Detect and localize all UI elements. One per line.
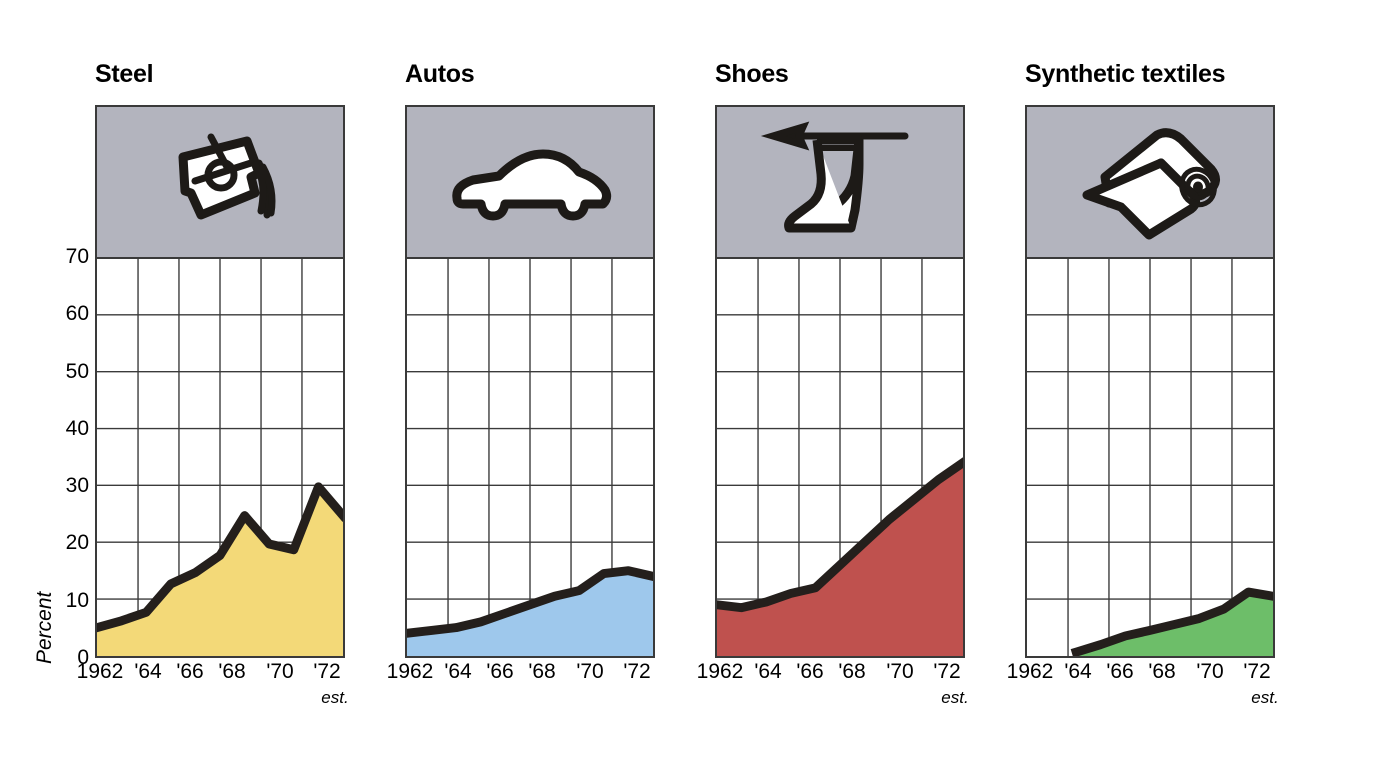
fabric-roll-icon xyxy=(1027,107,1273,259)
panel-title-steel: Steel xyxy=(95,60,154,88)
xtick-66: '66 xyxy=(486,660,514,683)
steel-ladle-icon xyxy=(97,107,343,259)
panel-autos: Autos xyxy=(387,60,655,720)
xtick-70: '70 xyxy=(266,660,294,683)
xtick-1962: 1962 xyxy=(1006,660,1054,683)
ytick-0: 0 xyxy=(77,646,89,669)
xtick-66: '66 xyxy=(176,660,204,683)
panel-title-shoes: Shoes xyxy=(715,60,789,88)
panel-synthetic-textiles: Synthetic textiles xyxy=(1007,60,1279,720)
y-axis-ticks-steel: 70 60 50 40 30 20 10 0 xyxy=(43,105,89,669)
ytick-10: 10 xyxy=(65,588,89,612)
panel-shoes: Shoes xyxy=(697,60,969,720)
xtick-72: '72 xyxy=(623,660,651,683)
xtick-70: '70 xyxy=(576,660,604,683)
boot-icon xyxy=(717,107,963,259)
xtick-70: '70 xyxy=(886,660,914,683)
plot-box-synthetic-textiles xyxy=(1025,105,1275,658)
xtick-64: '64 xyxy=(1064,660,1092,683)
plot-box-autos xyxy=(405,105,655,658)
est-note-steel: est. xyxy=(321,688,349,707)
xtick-68: '68 xyxy=(528,660,556,683)
xtick-64: '64 xyxy=(754,660,782,683)
x-axis-ticks-steel: 1962 '64 '66 '68 '70 '72 xyxy=(77,660,345,690)
xtick-1962: 1962 xyxy=(696,660,744,683)
xtick-66: '66 xyxy=(796,660,824,683)
ytick-40: 40 xyxy=(65,416,89,440)
xtick-72: '72 xyxy=(313,660,341,683)
plot-area-steel xyxy=(97,257,343,656)
plot-box-shoes xyxy=(715,105,965,658)
x-axis-ticks-shoes: 1962 '64 '66 '68 '70 '72 xyxy=(697,660,965,690)
xtick-70: '70 xyxy=(1196,660,1224,683)
ytick-70: 70 xyxy=(65,245,89,268)
xtick-1962: 1962 xyxy=(76,660,124,683)
header-band-shoes xyxy=(717,107,963,259)
panel-title-autos: Autos xyxy=(405,60,475,88)
est-note-shoes: est. xyxy=(941,688,969,707)
plot-box-steel xyxy=(95,105,345,658)
car-icon xyxy=(407,107,653,259)
panel-title-synthetic-textiles: Synthetic textiles xyxy=(1025,60,1226,88)
plot-area-synthetic-textiles xyxy=(1027,257,1273,656)
xtick-72: '72 xyxy=(933,660,961,683)
xtick-1962: 1962 xyxy=(386,660,434,683)
panel-steel: Steel xyxy=(33,60,349,720)
plot-area-shoes xyxy=(717,257,963,656)
x-axis-ticks-synthetic-textiles: 1962 '64 '66 '68 '70 '72 xyxy=(1007,660,1275,690)
x-axis-ticks-autos: 1962 '64 '66 '68 '70 '72 xyxy=(387,660,655,690)
y-axis-title: Percent xyxy=(33,591,56,664)
est-note-synthetic-textiles: est. xyxy=(1251,688,1279,707)
ytick-50: 50 xyxy=(65,359,89,383)
xtick-68: '68 xyxy=(1148,660,1176,683)
xtick-64: '64 xyxy=(134,660,162,683)
xtick-66: '66 xyxy=(1106,660,1134,683)
plot-area-autos xyxy=(407,257,653,656)
xtick-68: '68 xyxy=(838,660,866,683)
ytick-20: 20 xyxy=(65,531,89,555)
xtick-68: '68 xyxy=(218,660,246,683)
ytick-60: 60 xyxy=(65,302,89,326)
xtick-64: '64 xyxy=(444,660,472,683)
xtick-72: '72 xyxy=(1243,660,1271,683)
ytick-30: 30 xyxy=(65,474,89,498)
